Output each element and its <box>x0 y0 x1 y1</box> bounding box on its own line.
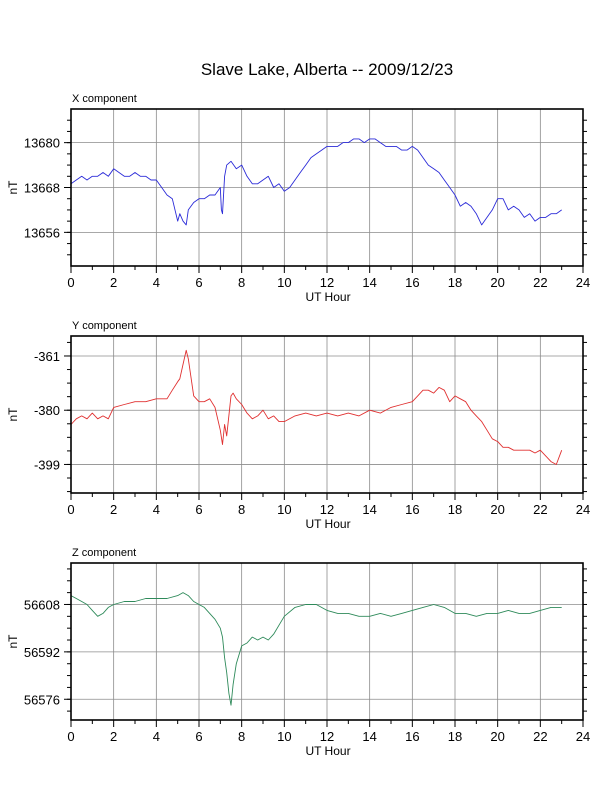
x-tick-label: 4 <box>153 275 160 290</box>
x-axis-label: UT Hour <box>305 290 350 304</box>
y-tick-label: 56592 <box>24 645 60 660</box>
y-tick-label: -380 <box>34 403 60 418</box>
x-tick-label: 20 <box>490 502 504 517</box>
y-axis-label: nT <box>6 407 20 422</box>
x-tick-label: 12 <box>320 502 334 517</box>
y-tick-label: 13668 <box>24 181 60 196</box>
y-axis-label: nT <box>6 634 20 649</box>
x-tick-label: 6 <box>195 502 202 517</box>
x-tick-label: 16 <box>405 275 419 290</box>
y-tick-label: 56576 <box>24 692 60 707</box>
x-tick-label: 8 <box>238 275 245 290</box>
y-tick-label: 56608 <box>24 597 60 612</box>
y-axis-label: nT <box>6 180 20 195</box>
plot-frame <box>70 108 584 267</box>
y-tick-label: 13656 <box>24 225 60 240</box>
series-line <box>70 138 562 226</box>
x-axis-label: UT Hour <box>305 517 350 531</box>
x-tick-label: 14 <box>362 729 376 744</box>
x-tick-label: 10 <box>277 502 291 517</box>
x-tick-label: 18 <box>448 275 462 290</box>
x-tick-label: 0 <box>67 275 74 290</box>
x-tick-label: 16 <box>405 729 419 744</box>
x-tick-label: 18 <box>448 729 462 744</box>
y-tick-label: -399 <box>34 457 60 472</box>
x-tick-label: 0 <box>67 502 74 517</box>
x-tick-label: 20 <box>490 275 504 290</box>
x-axis-label: UT Hour <box>305 744 350 758</box>
x-tick-label: 10 <box>277 275 291 290</box>
x-tick-label: 14 <box>362 275 376 290</box>
panel-label: Z component <box>72 547 136 559</box>
x-tick-label: 4 <box>153 729 160 744</box>
panel-label: Y component <box>72 320 137 332</box>
y-tick-label: 13680 <box>24 136 60 151</box>
x-tick-label: 20 <box>490 729 504 744</box>
x-tick-label: 24 <box>576 729 590 744</box>
x-tick-label: 12 <box>320 275 334 290</box>
y-tick-label: -361 <box>34 349 60 364</box>
x-tick-label: 8 <box>238 502 245 517</box>
x-tick-label: 22 <box>533 275 547 290</box>
plot-frame <box>70 335 584 494</box>
x-tick-label: 16 <box>405 502 419 517</box>
x-tick-label: 2 <box>110 729 117 744</box>
x-tick-label: 0 <box>67 729 74 744</box>
x-tick-label: 24 <box>576 502 590 517</box>
chart-title: Slave Lake, Alberta -- 2009/12/23 <box>201 60 453 79</box>
x-tick-label: 22 <box>533 502 547 517</box>
x-tick-label: 22 <box>533 729 547 744</box>
panel-label: X component <box>72 93 137 105</box>
x-tick-label: 12 <box>320 729 334 744</box>
x-tick-label: 2 <box>110 502 117 517</box>
x-tick-label: 24 <box>576 275 590 290</box>
x-tick-label: 6 <box>195 729 202 744</box>
x-tick-label: 18 <box>448 502 462 517</box>
x-tick-label: 14 <box>362 502 376 517</box>
x-tick-label: 4 <box>153 502 160 517</box>
x-tick-label: 10 <box>277 729 291 744</box>
plot-frame <box>70 562 584 721</box>
x-tick-label: 6 <box>195 275 202 290</box>
series-line <box>70 592 562 706</box>
series-line <box>70 349 563 465</box>
x-tick-label: 2 <box>110 275 117 290</box>
x-tick-label: 8 <box>238 729 245 744</box>
